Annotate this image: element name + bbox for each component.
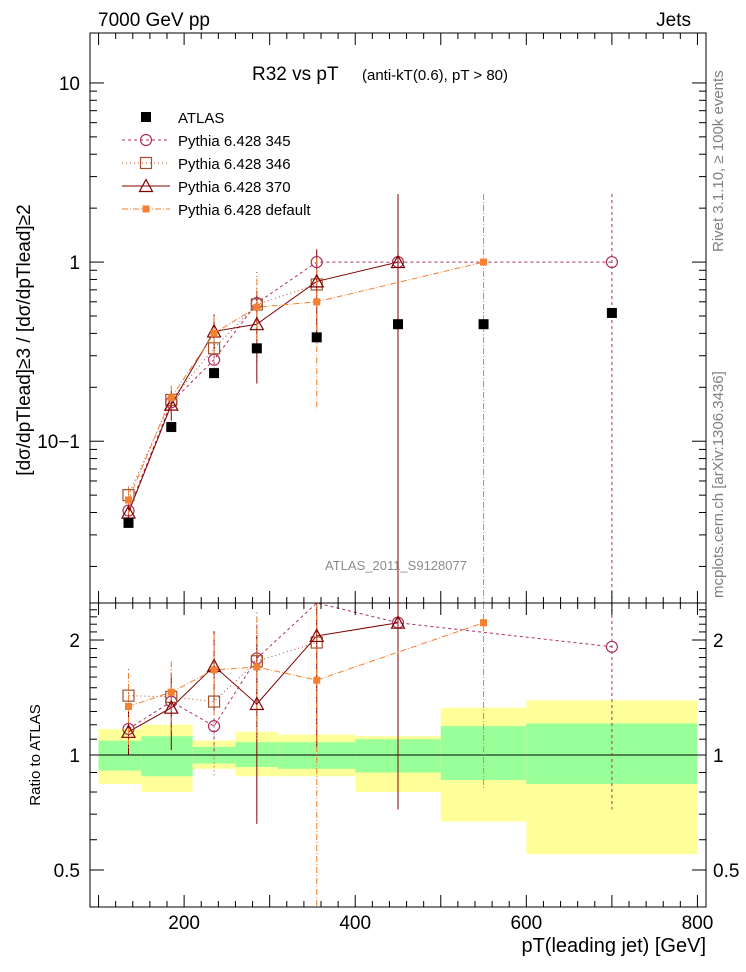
data-point-0 (123, 517, 134, 528)
x-axis-label: pT(leading jet) [GeV] (521, 935, 706, 957)
series-3-ratio-point-1 (167, 688, 175, 696)
series-1-ratio-point-4 (310, 636, 323, 649)
ratio-y-tick-label-0: 2 (69, 631, 80, 652)
legend-item-1-marker (139, 133, 153, 147)
analysis-label: ATLAS_2011_S9128077 (325, 558, 467, 573)
x-tick-label-1: 400 (339, 913, 371, 934)
series-2-ratio-point-0 (120, 724, 137, 738)
header-right: Jets (656, 10, 691, 31)
ratio-y-axis-label: Ratio to ATLAS (27, 704, 44, 805)
ratio-y-tick-label-right-1: 1 (713, 746, 724, 767)
band-green-1 (141, 736, 193, 777)
x-tick-label-3: 800 (682, 913, 714, 934)
header-left: 7000 GeV pp (98, 10, 210, 31)
series-1-point-2 (207, 342, 221, 355)
x-tick-label-2: 600 (510, 913, 542, 934)
series-2-ratio-point-4 (309, 628, 325, 643)
y-tick-label-2: 10−1 (37, 432, 80, 453)
series-2-point-1 (163, 396, 179, 411)
legend-item-2-label: Pythia 6.428 346 (178, 156, 291, 173)
chart-title: R32 vs pT (252, 64, 339, 85)
series-0-point-4 (310, 255, 323, 269)
series-3-line (128, 261, 484, 501)
legend-item-3-marker (138, 178, 154, 193)
y-tick-label-1: 1 (69, 253, 80, 274)
series-3-ratio-point-5 (480, 619, 488, 627)
ratio-y-tick-label-right-2: 0.5 (713, 861, 739, 882)
data-point-5 (393, 319, 403, 330)
series-0-line (128, 261, 612, 511)
side-text-bottom: mcplots.cern.ch [arXiv:1306.3436] (710, 371, 727, 598)
data-point-4 (311, 332, 322, 343)
legend-item-1-label: Pythia 6.428 345 (178, 133, 291, 150)
ratio-y-tick-label-1: 1 (69, 746, 80, 767)
series-3-point-0 (125, 496, 132, 504)
series-2-line (128, 261, 399, 513)
data-point-2 (209, 368, 220, 379)
series-0-point-6 (605, 255, 618, 269)
series-3-ratio-point-3 (253, 663, 261, 671)
legend-item-4-marker (142, 205, 150, 213)
data-point-1 (166, 422, 177, 433)
series-2-ratio-line (128, 622, 399, 733)
data-point-6 (478, 319, 489, 330)
series-2-point-4 (309, 273, 325, 288)
series-3-ratio-point-0 (125, 702, 132, 710)
series-3-point-5 (480, 258, 488, 266)
legend-item-4-label: Pythia 6.428 default (178, 202, 311, 219)
series-3-ratio-line (128, 622, 484, 707)
series-3-point-2 (210, 329, 218, 337)
legend-item-2-marker (139, 156, 153, 170)
series-0-ratio-point-6 (605, 640, 618, 653)
side-text-top: Rivet 3.1.10, ≥ 100k events (710, 70, 727, 252)
series-1-ratio-line (128, 642, 317, 703)
series-3-point-4 (313, 298, 321, 306)
series-3-ratio-point-4 (313, 676, 321, 684)
data-point-3 (251, 343, 262, 354)
legend-item-3-label: Pythia 6.428 370 (178, 179, 291, 196)
y-axis-label: [dσ/dpTlead]≥3 / [dσ/dpTlead]≥2 (14, 204, 35, 475)
series-0-ratio-point-0 (122, 722, 135, 736)
y-tick-label-0: 10 (59, 74, 80, 95)
series-1-line (128, 283, 317, 496)
series-3-point-3 (253, 303, 261, 311)
series-1-ratio-point-0 (122, 689, 135, 702)
series-0-ratio-point-2 (207, 720, 221, 733)
ratio-y-tick-label-2: 0.5 (54, 861, 80, 882)
series-2-ratio-point-5 (390, 614, 406, 629)
series-2-point-5 (390, 254, 406, 269)
series-2-point-3 (249, 316, 265, 331)
ratio-y-tick-label-right-0: 2 (713, 631, 724, 652)
data-point-7 (606, 307, 617, 318)
series-2-ratio-point-3 (249, 696, 265, 711)
x-tick-label-0: 200 (168, 913, 200, 934)
legend-item-0-label: ATLAS (178, 110, 224, 127)
series-1-ratio-point-2 (207, 695, 221, 708)
chart-subtitle: (anti-kT(0.6), pT > 80) (362, 67, 508, 84)
series-3-ratio-point-2 (210, 666, 218, 674)
series-2-ratio-point-1 (163, 699, 179, 714)
legend-item-0-marker (141, 112, 151, 122)
band-green-0 (98, 740, 142, 771)
series-3-point-1 (167, 394, 175, 402)
